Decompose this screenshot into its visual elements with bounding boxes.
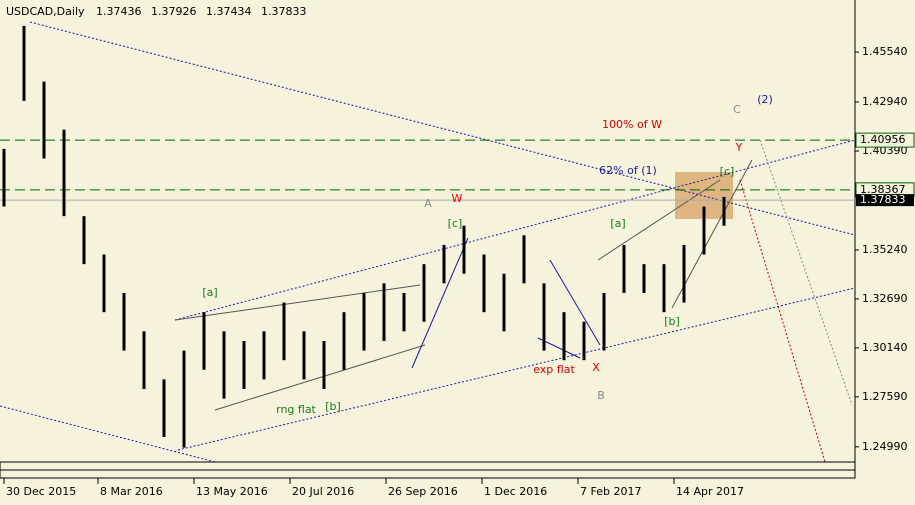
x-tick-label: 20 Jul 2016 [292, 485, 354, 498]
annotation: 100% of W [602, 118, 662, 131]
level-label: 1.38367 [860, 183, 906, 196]
annotation: [c] [448, 217, 463, 230]
x-tick-label: 30 Dec 2015 [6, 485, 76, 498]
annotation: [b] [664, 315, 680, 328]
x-tick-label: 14 Apr 2017 [676, 485, 744, 498]
level-label: 1.40956 [860, 133, 906, 146]
x-tick-label: 26 Sep 2016 [388, 485, 458, 498]
header-value: 1.37926 [151, 5, 197, 18]
y-tick-label: 1.32690 [862, 292, 908, 305]
annotation: B [597, 389, 605, 402]
y-tick-label: 1.42940 [862, 95, 908, 108]
annotation: A [424, 197, 432, 210]
annotation: C [733, 103, 741, 116]
x-tick-label: 1 Dec 2016 [484, 485, 547, 498]
header-value: 1.37833 [261, 5, 307, 18]
price-box [856, 194, 914, 207]
x-tick-label: 8 Mar 2016 [100, 485, 163, 498]
annotation: Y [735, 141, 743, 154]
annotation: [a] [610, 217, 625, 230]
annotation: [b] [325, 400, 341, 413]
annotation: exp flat [533, 363, 575, 376]
y-tick-label: 1.27590 [862, 390, 908, 403]
header-value: 1.37436 [96, 5, 142, 18]
level-label-box [855, 132, 915, 148]
x-tick-label: 13 May 2016 [196, 485, 268, 498]
annotation: [a] [202, 286, 217, 299]
annotation: W [452, 192, 463, 205]
y-tick-label: 1.24990 [862, 440, 908, 453]
annotation: 62% of (1) [599, 164, 657, 177]
x-tick-label: 7 Feb 2017 [580, 485, 641, 498]
y-tick-label: 1.30140 [862, 341, 908, 354]
header-value: 1.37434 [206, 5, 252, 18]
y-tick-label: 1.35240 [862, 243, 908, 256]
annotation: rng flat [276, 403, 316, 416]
annotation: X [592, 361, 600, 374]
y-tick-label: 1.45540 [862, 45, 908, 58]
annotation: [c] [720, 165, 735, 178]
annotation: (2) [757, 93, 773, 106]
chart-title: USDCAD,Daily [6, 5, 85, 18]
current-price-label: 1.37833 [860, 193, 906, 206]
